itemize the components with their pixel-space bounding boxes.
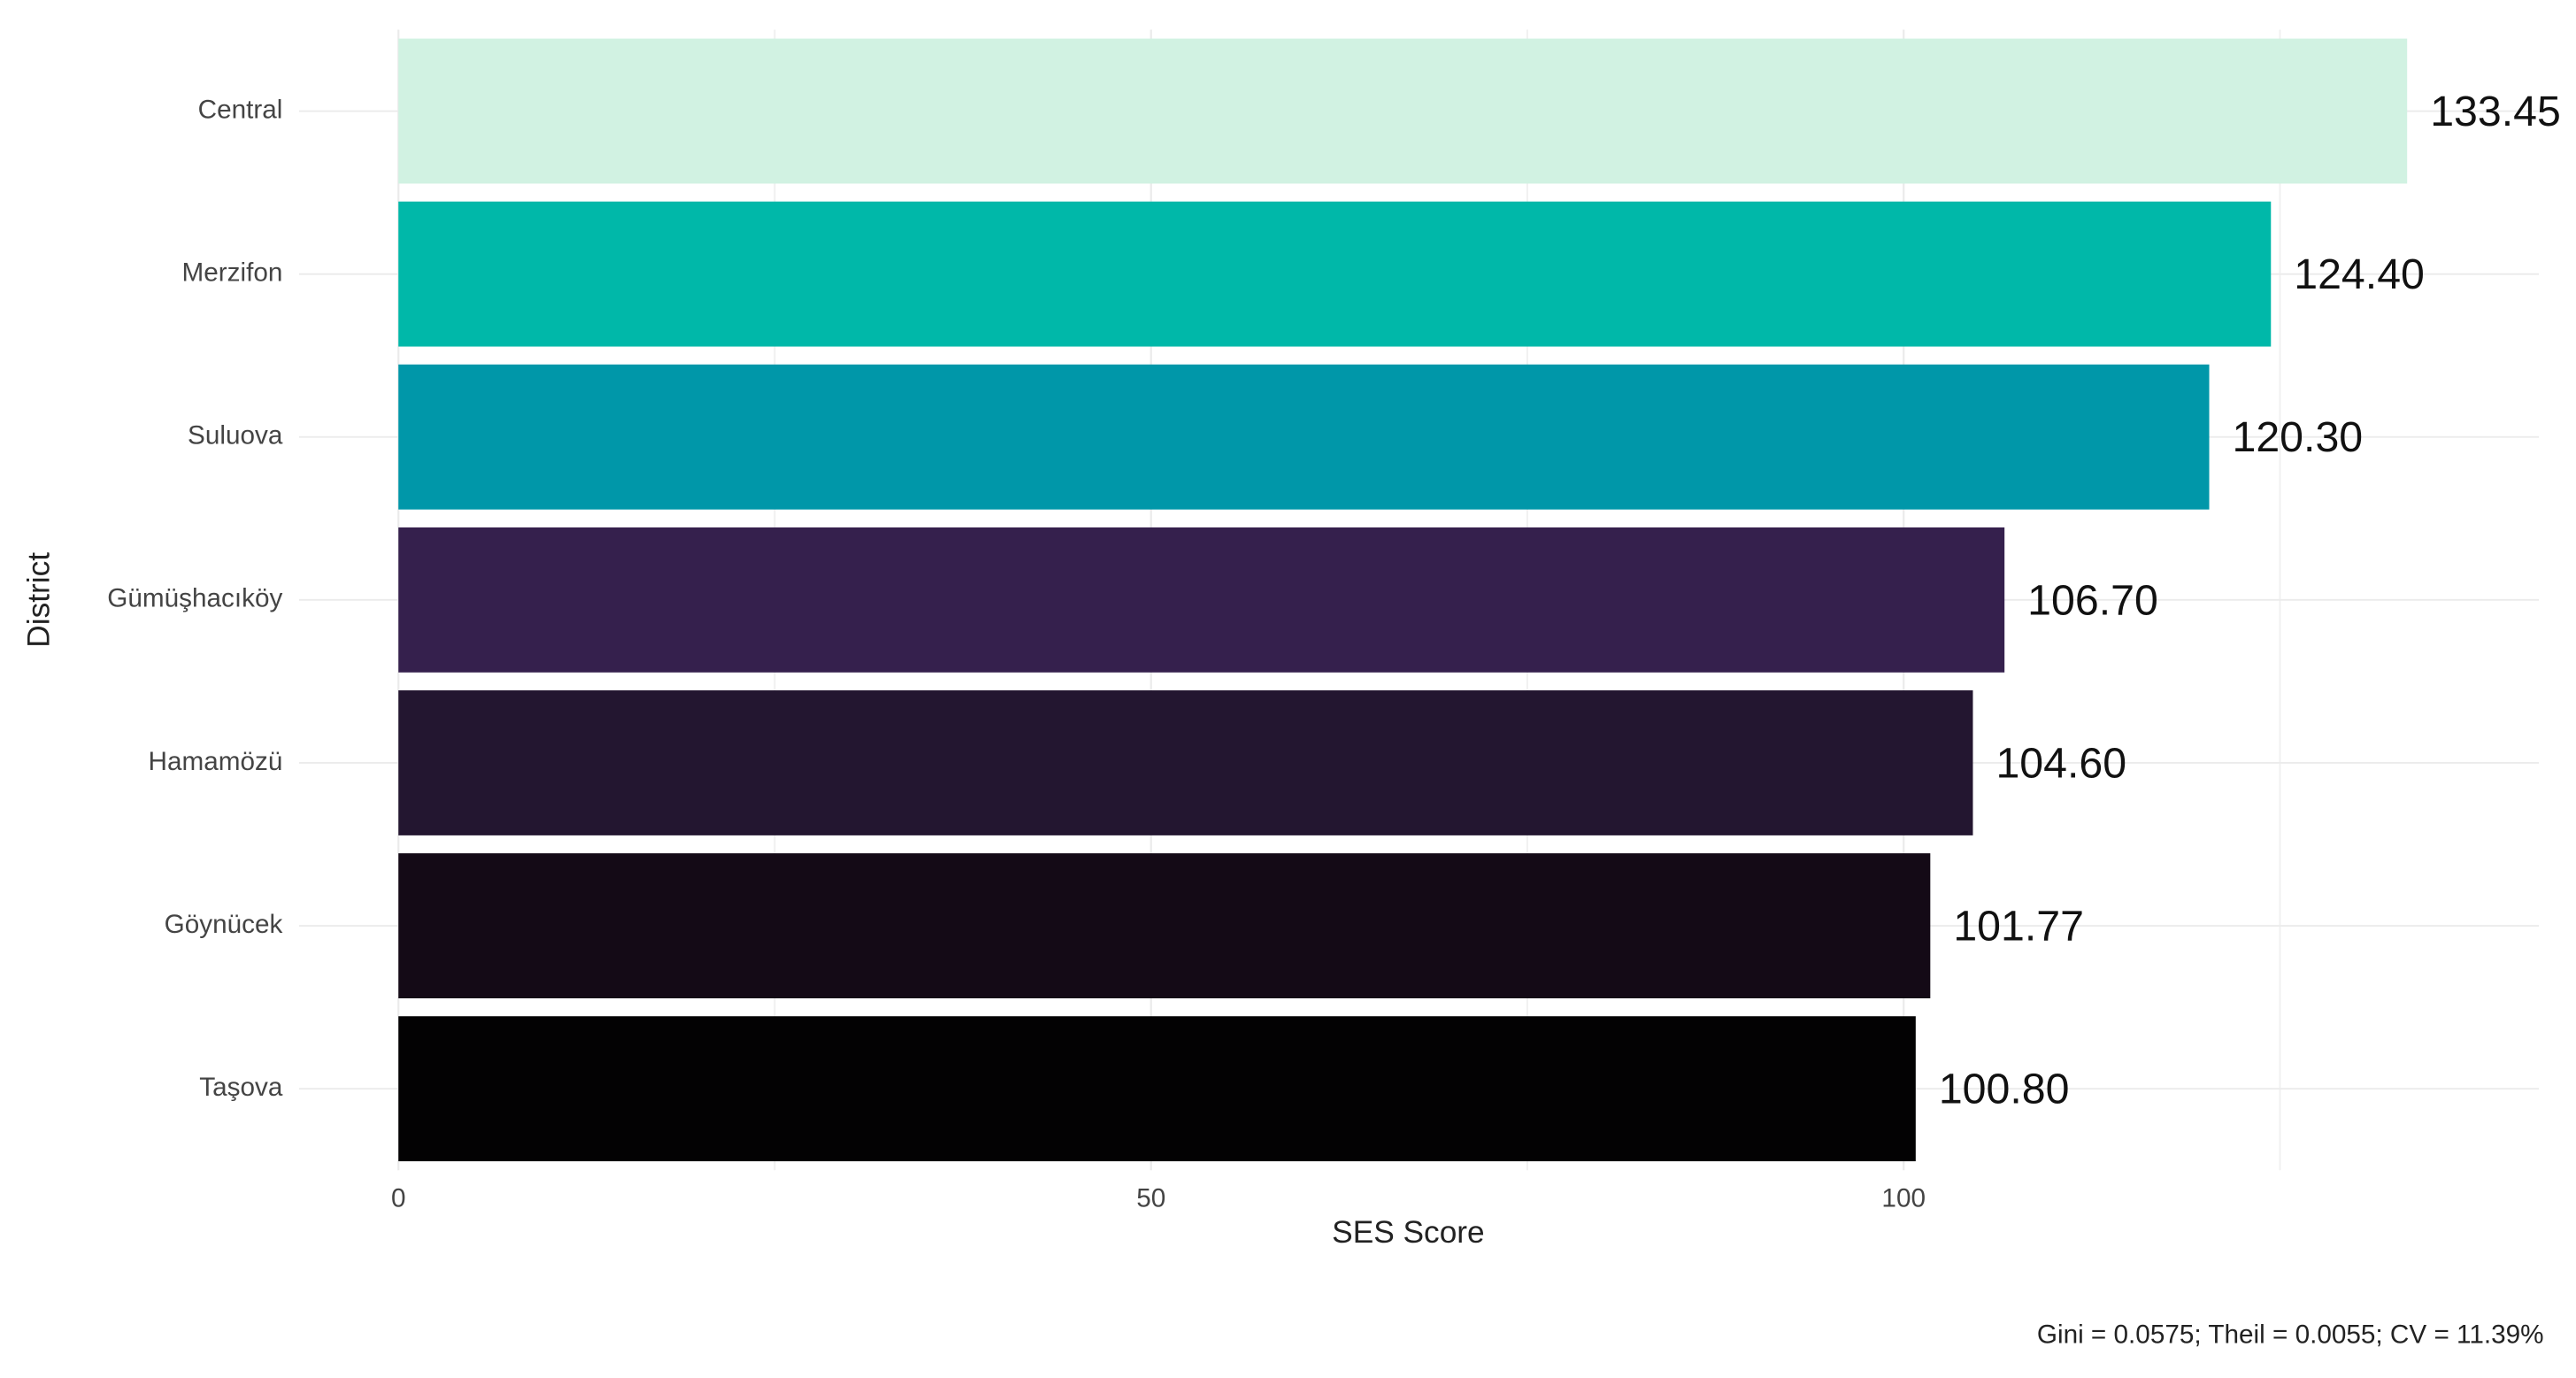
x-tick-label: 50 xyxy=(1136,1183,1165,1212)
value-label: 106.70 xyxy=(2027,576,2158,624)
y-tick-label: Taşova xyxy=(199,1073,283,1102)
y-tick-label: Hamamözü xyxy=(149,747,283,776)
bar xyxy=(398,38,2408,184)
x-axis-title: SES Score xyxy=(1332,1215,1485,1250)
y-tick-label: Gümüşhacıköy xyxy=(107,584,282,613)
y-tick-label: Central xyxy=(198,95,283,124)
caption: Gini = 0.0575; Theil = 0.0055; CV = 11.3… xyxy=(2037,1320,2544,1350)
y-tick-label: Göynücek xyxy=(165,910,283,939)
value-label: 104.60 xyxy=(1995,739,2126,787)
bar xyxy=(398,853,1931,998)
bar xyxy=(398,690,1973,835)
y-tick-label: Merzifon xyxy=(181,258,282,287)
y-axis-title: District xyxy=(22,552,57,648)
value-label: 100.80 xyxy=(1939,1066,2070,1113)
bar xyxy=(398,1016,1916,1162)
bar xyxy=(398,364,2210,510)
value-label: 101.77 xyxy=(1953,903,2084,951)
value-label: 124.40 xyxy=(2294,250,2425,298)
x-tick-label: 0 xyxy=(391,1183,406,1212)
bar xyxy=(398,201,2272,347)
bar xyxy=(398,527,2005,673)
x-tick-label: 100 xyxy=(1881,1183,1926,1212)
value-label: 133.45 xyxy=(2430,88,2561,135)
y-tick-label: Suluova xyxy=(188,421,283,450)
value-label: 120.30 xyxy=(2233,413,2364,461)
